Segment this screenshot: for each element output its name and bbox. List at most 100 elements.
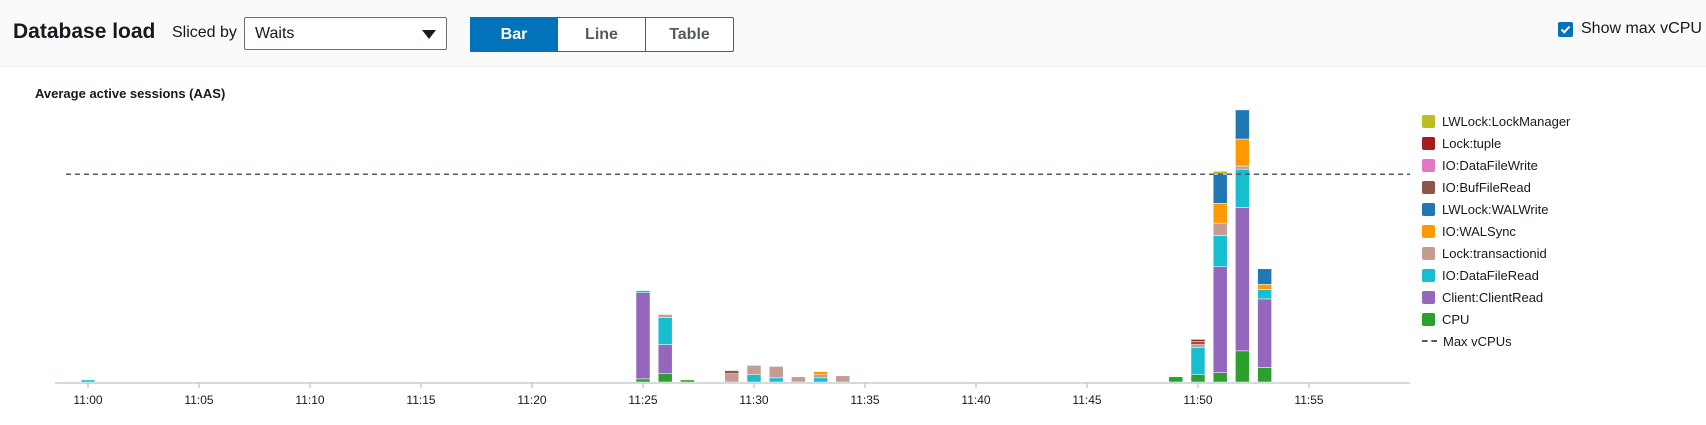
bar-segment xyxy=(746,374,762,383)
legend-item[interactable]: IO:DataFileWrite xyxy=(1422,154,1570,176)
legend-item[interactable]: CPU xyxy=(1422,308,1570,330)
legend-item[interactable]: Client:ClientRead xyxy=(1422,286,1570,308)
bar-segment xyxy=(1212,266,1228,373)
legend-swatch xyxy=(1422,158,1435,172)
bar-segment xyxy=(724,370,740,374)
legend-item[interactable]: IO:DataFileRead xyxy=(1422,264,1570,286)
bar-segment xyxy=(835,375,851,383)
chart-title: Average active sessions (AAS) xyxy=(35,86,226,101)
legend-item[interactable]: IO:WALSync xyxy=(1422,220,1570,242)
legend-label: Client:ClientRead xyxy=(1442,289,1544,305)
sliced-by-select[interactable]: Waits xyxy=(244,17,447,50)
legend-item[interactable]: IO:BufFileRead xyxy=(1422,176,1570,198)
bar-segment xyxy=(657,344,673,374)
legend-label: IO:DataFileRead xyxy=(1442,267,1539,283)
legend-item[interactable]: LWLock:WALWrite xyxy=(1422,198,1570,220)
bar-segment xyxy=(791,376,806,383)
tab-bar[interactable]: Bar xyxy=(470,17,558,52)
legend-swatch xyxy=(1422,202,1435,216)
bar-segment xyxy=(1235,138,1250,167)
legend-swatch xyxy=(1422,136,1435,150)
legend-label: Lock:transactionid xyxy=(1442,245,1547,261)
aas-bar-chart: 11:00 11:05 11:10 11:15 11:20 11:25 11:30 11:35… xyxy=(55,109,1410,407)
legend-swatch xyxy=(1422,224,1435,238)
bar-segment xyxy=(813,371,828,375)
bar-segment xyxy=(1235,165,1250,170)
legend-item[interactable]: Lock:transactionid xyxy=(1422,242,1570,264)
toolbar: Database load Sliced by Waits Bar Line T… xyxy=(0,0,1706,67)
legend-item[interactable]: Max vCPUs xyxy=(1422,330,1570,352)
bar-segment xyxy=(1190,344,1206,348)
bar-segment xyxy=(1168,376,1184,383)
legend-item[interactable]: LWLock:LockManager xyxy=(1422,110,1570,132)
bar-segment xyxy=(657,317,673,345)
bar-segment xyxy=(1212,222,1228,236)
legend-label: IO:WALSync xyxy=(1442,223,1516,239)
bar-segment xyxy=(813,374,828,379)
legend-swatch xyxy=(1422,312,1435,326)
bar-segment xyxy=(1190,339,1206,342)
bar-segment xyxy=(657,373,673,383)
bar-segment xyxy=(635,378,651,383)
tab-table[interactable]: Table xyxy=(646,17,734,52)
x-tick-label: 11:50 xyxy=(1183,393,1212,407)
legend-swatch xyxy=(1422,268,1435,282)
chart-legend: LWLock:LockManager Lock:tuple IO:DataFileW… xyxy=(1422,110,1570,352)
legend-label: IO:DataFileWrite xyxy=(1442,157,1538,173)
bar-segment xyxy=(1190,341,1206,345)
legend-label: CPU xyxy=(1442,311,1470,327)
bar-segment xyxy=(813,377,828,383)
checkbox-icon[interactable] xyxy=(1558,21,1573,37)
bar-segment xyxy=(1235,109,1250,140)
bar-segment xyxy=(1212,203,1228,224)
bar-segment xyxy=(635,292,651,380)
bar-segment xyxy=(1235,207,1250,352)
legend-label: Lock:tuple xyxy=(1442,135,1502,151)
legend-label: Max vCPUs xyxy=(1443,333,1512,349)
bar-segment xyxy=(1235,350,1250,383)
legend-label: LWLock:LockManager xyxy=(1442,113,1571,129)
legend-swatch xyxy=(1422,180,1435,194)
bar-segment xyxy=(1212,235,1228,267)
bar-segment xyxy=(635,290,651,293)
x-tick-label: 11:05 xyxy=(184,393,213,407)
x-tick-label: 11:35 xyxy=(850,393,879,407)
bar-segment xyxy=(1257,268,1272,285)
bar-segment xyxy=(1212,174,1228,204)
bar-segment xyxy=(1257,367,1272,383)
x-tick-label: 11:30 xyxy=(739,393,768,407)
legend-swatch xyxy=(1422,114,1435,128)
bar-segment xyxy=(1257,284,1272,290)
bar-segment xyxy=(657,314,673,318)
bar-segment xyxy=(724,373,740,383)
legend-label: IO:BufFileRead xyxy=(1442,179,1531,195)
bar-segment xyxy=(1257,298,1272,368)
bar-segment xyxy=(1190,347,1206,375)
bar-segment xyxy=(768,366,784,379)
x-tick-label: 11:40 xyxy=(961,393,990,407)
bar-segment xyxy=(680,379,695,383)
bar-segment xyxy=(1212,372,1228,383)
page-title: Database load xyxy=(13,20,156,43)
caret-down-icon xyxy=(422,30,436,39)
show-max-vcpu-toggle[interactable]: Show max vCPU xyxy=(1558,20,1702,38)
bar-segment xyxy=(1257,289,1272,300)
dashed-line-icon xyxy=(1422,340,1437,342)
legend-swatch xyxy=(1422,290,1435,304)
legend-label: LWLock:WALWrite xyxy=(1442,201,1549,217)
x-tick-label: 11:55 xyxy=(1294,393,1323,407)
bar-segment xyxy=(1190,374,1206,383)
sliced-by-value: Waits xyxy=(255,25,295,42)
view-toggle: Bar Line Table xyxy=(470,17,734,52)
legend-item[interactable]: Lock:tuple xyxy=(1422,132,1570,154)
bar-segment xyxy=(746,365,762,375)
x-tick-label: 11:15 xyxy=(406,393,435,407)
bar-segment xyxy=(768,377,784,383)
x-tick-label: 11:20 xyxy=(517,393,546,407)
x-tick-label: 11:00 xyxy=(73,393,102,407)
tab-line[interactable]: Line xyxy=(558,17,646,52)
bar-segment xyxy=(80,379,96,383)
x-tick-label: 11:25 xyxy=(628,393,657,407)
sliced-by-label: Sliced by xyxy=(172,24,237,41)
show-max-vcpu-label: Show max vCPU xyxy=(1581,20,1702,37)
